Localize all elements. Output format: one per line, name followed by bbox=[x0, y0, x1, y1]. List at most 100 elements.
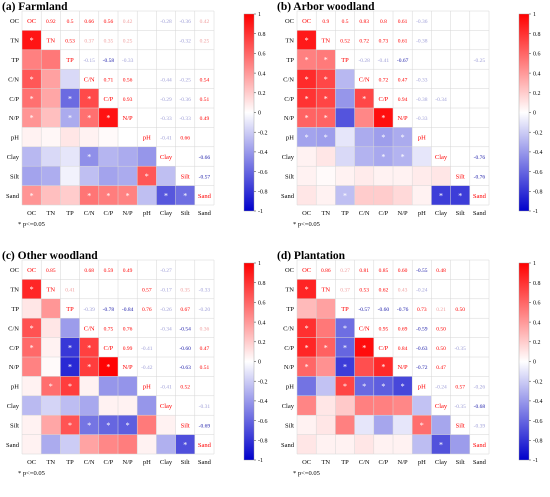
heatmap-cell bbox=[393, 415, 413, 435]
heatmap-cell bbox=[412, 279, 432, 299]
heatmap-cell bbox=[137, 279, 157, 299]
correlation-value: -0.57 bbox=[358, 307, 370, 313]
heatmap-cell bbox=[335, 298, 355, 319]
colorbar-tick-label: 0.2 bbox=[258, 340, 266, 346]
correlation-value: 0.9 bbox=[322, 19, 329, 25]
x-tick-label: C/N bbox=[84, 210, 95, 217]
heatmap-cell bbox=[175, 49, 195, 70]
heatmap-cell bbox=[297, 260, 317, 280]
heatmap-cell bbox=[194, 185, 214, 205]
heatmap-cell bbox=[22, 185, 42, 205]
x-tick-label: N/P bbox=[398, 459, 409, 466]
heatmap-cell bbox=[393, 69, 413, 89]
heatmap-cell bbox=[335, 185, 355, 205]
diagonal-label: C/P bbox=[379, 345, 389, 352]
diagonal-label: Clay bbox=[435, 403, 448, 410]
correlation-value: 0.47 bbox=[436, 365, 446, 371]
diagonal-label: Sand bbox=[473, 442, 487, 449]
heatmap-cell bbox=[194, 88, 214, 108]
correlation-value: 0.25 bbox=[200, 39, 210, 45]
y-tick-label: TN bbox=[10, 38, 19, 45]
colorbar-tick-label: -1 bbox=[533, 458, 538, 464]
heatmap-cell bbox=[450, 279, 470, 299]
heatmap-cell bbox=[297, 357, 317, 377]
heatmap-cell bbox=[316, 146, 336, 167]
y-tick-label: TP bbox=[286, 306, 294, 313]
correlation-value: 0.73 bbox=[379, 39, 389, 45]
heatmap-cell bbox=[137, 69, 157, 89]
correlation-value: -0.24 bbox=[416, 288, 428, 294]
heatmap-cell bbox=[60, 279, 80, 299]
significance-star: * bbox=[381, 153, 385, 162]
significance-star: * bbox=[106, 114, 110, 123]
colorbar-tick-label: 0.8 bbox=[533, 281, 541, 287]
heatmap-cell bbox=[194, 127, 214, 147]
heatmap-cell bbox=[137, 357, 157, 377]
heatmap-cell bbox=[156, 395, 176, 416]
x-tick-label: C/N bbox=[359, 459, 370, 466]
heatmap-cell bbox=[79, 318, 99, 338]
heatmap-cell bbox=[60, 298, 80, 319]
panel-title: (a) Farmland bbox=[2, 1, 68, 13]
significance-star: * bbox=[30, 114, 34, 123]
heatmap-cell bbox=[450, 88, 470, 108]
heatmap-cell bbox=[22, 11, 42, 31]
correlation-value: 0.41 bbox=[65, 288, 75, 294]
significance-star: * bbox=[30, 324, 34, 333]
colorbar-tick-label: 0.4 bbox=[533, 320, 541, 326]
correlation-value: 0.76 bbox=[142, 307, 152, 313]
correlation-value: -0.78 bbox=[103, 307, 115, 313]
heatmap-cell bbox=[194, 166, 214, 186]
colorbar-tick-label: -0.6 bbox=[258, 170, 268, 176]
significance-star: * bbox=[87, 191, 91, 200]
colorbar bbox=[243, 262, 255, 461]
significance-star: * bbox=[305, 133, 309, 142]
heatmap-cell bbox=[469, 88, 489, 108]
correlation-value: -0.36 bbox=[416, 19, 428, 25]
heatmap-cell bbox=[354, 185, 374, 205]
heatmap-cell bbox=[79, 434, 99, 454]
x-tick-label: C/N bbox=[359, 210, 370, 217]
heatmap-cell bbox=[469, 337, 489, 357]
heatmap-farmland: (a) Farmland * * * * * * * * * * * * * * * * * OC TN TP C/N C/… bbox=[2, 1, 268, 228]
correlation-value: 0.69 bbox=[398, 326, 408, 332]
heatmap-cell bbox=[22, 415, 42, 435]
heatmap-cell bbox=[412, 357, 432, 377]
diagonal-label: C/N bbox=[84, 325, 95, 332]
heatmap-cell bbox=[412, 108, 432, 128]
heatmap-cell bbox=[450, 185, 470, 205]
correlation-value: 0.66 bbox=[180, 136, 190, 142]
significance-star: * bbox=[305, 56, 309, 65]
correlation-value: -0.36 bbox=[179, 97, 191, 103]
heatmap-cell bbox=[22, 69, 42, 89]
heatmap-cell bbox=[118, 434, 138, 454]
x-tick-label: Silt bbox=[181, 459, 190, 466]
heatmap-cell bbox=[450, 49, 470, 70]
heatmap-cell bbox=[194, 30, 214, 50]
y-tick-label: OC bbox=[10, 18, 19, 25]
heatmap-cell bbox=[79, 260, 99, 280]
heatmap-cell bbox=[316, 318, 336, 338]
correlation-value: -0.41 bbox=[160, 136, 172, 142]
heatmap-cell bbox=[137, 337, 157, 357]
correlation-value: -0.41 bbox=[160, 385, 172, 391]
diagonal-label: pH bbox=[418, 135, 426, 142]
heatmap-cell bbox=[98, 376, 118, 396]
heatmap-cell bbox=[118, 88, 138, 108]
heatmap-cell bbox=[79, 357, 99, 377]
x-tick-label: Clay bbox=[160, 210, 173, 217]
diagonal-label: Silt bbox=[456, 422, 465, 429]
correlation-value: -0.66 bbox=[199, 155, 211, 161]
y-tick-label: N/P bbox=[9, 115, 20, 122]
correlation-value: 0.47 bbox=[200, 346, 210, 352]
heatmap-cell bbox=[431, 357, 451, 377]
diagonal-label: Silt bbox=[181, 422, 190, 429]
heatmap-cell bbox=[118, 376, 138, 396]
heatmap-cell bbox=[118, 166, 138, 186]
correlation-value: 0.50 bbox=[436, 346, 446, 352]
heatmap-cell bbox=[22, 88, 42, 108]
heatmap-cell bbox=[450, 318, 470, 338]
heatmap-cell bbox=[450, 166, 470, 186]
significance-star: * bbox=[324, 56, 328, 65]
